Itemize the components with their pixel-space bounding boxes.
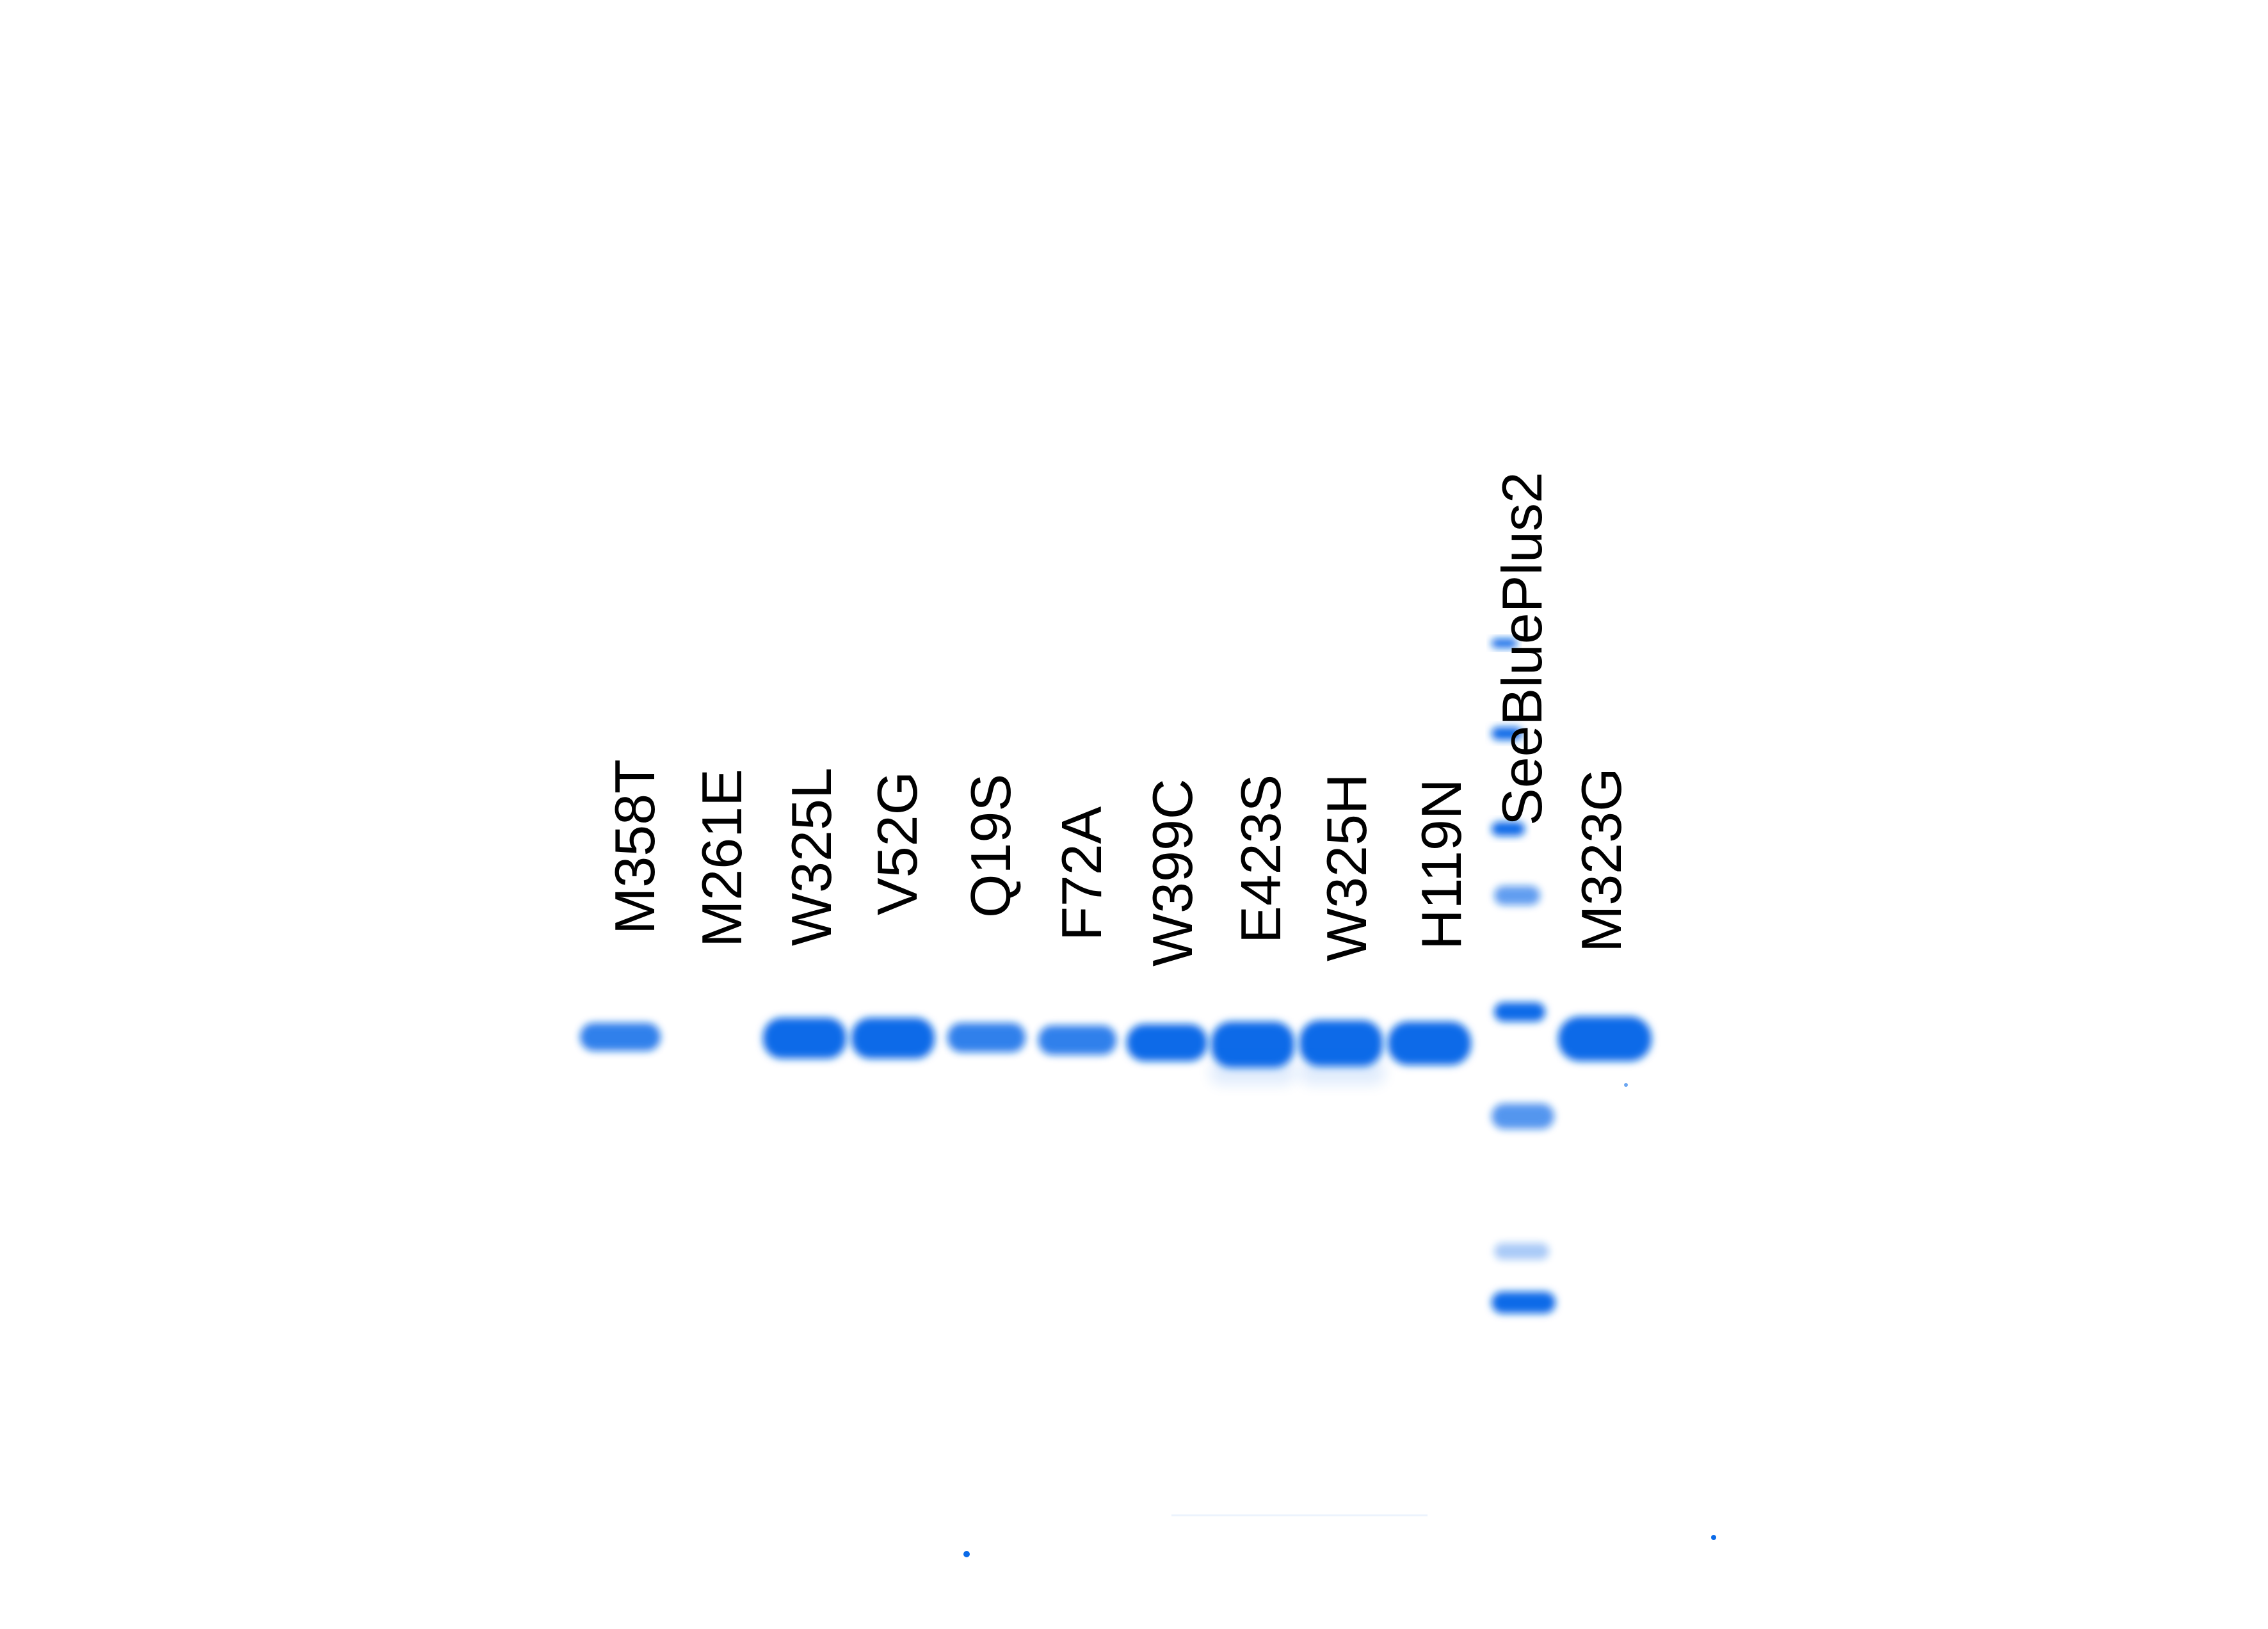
band-h119n	[1388, 1022, 1471, 1065]
band-w325l	[763, 1018, 846, 1059]
lane-label-q19s: Q19S	[959, 774, 1022, 918]
band-m358t	[580, 1023, 661, 1051]
lane-label-w325l: W325L	[780, 767, 843, 946]
band-w325h	[1299, 1020, 1383, 1066]
lane-label-seeblueplus2: SeeBluePlus2	[1490, 472, 1554, 826]
band-e423s	[1211, 1022, 1294, 1068]
band-layer	[580, 639, 1716, 1557]
speck	[1711, 1535, 1716, 1540]
lane-labels: M358T M261E W325L V52G Q19S F72A W399C E…	[603, 472, 1633, 967]
lane-label-m261e: M261E	[690, 769, 753, 947]
band-f72a	[1038, 1025, 1116, 1055]
lane-label-e423s: E423S	[1229, 774, 1292, 943]
lane-label-h119n: H119N	[1410, 779, 1473, 950]
speck	[963, 1551, 970, 1557]
band-v52g	[851, 1018, 935, 1059]
lane-label-w325h: W325H	[1315, 774, 1378, 961]
lane-label-w399c: W399C	[1141, 779, 1204, 967]
band-w399c	[1127, 1024, 1207, 1061]
band-q19s	[947, 1023, 1025, 1052]
ladder-bands	[1492, 639, 1556, 1313]
lane-label-m358t: M358T	[603, 759, 666, 935]
lane-label-f72a: F72A	[1050, 806, 1113, 941]
lane-label-m323g: M323G	[1570, 767, 1633, 952]
speck	[1624, 1083, 1628, 1087]
lane-label-v52g: V52G	[865, 771, 929, 915]
band-m323g	[1558, 1016, 1652, 1061]
